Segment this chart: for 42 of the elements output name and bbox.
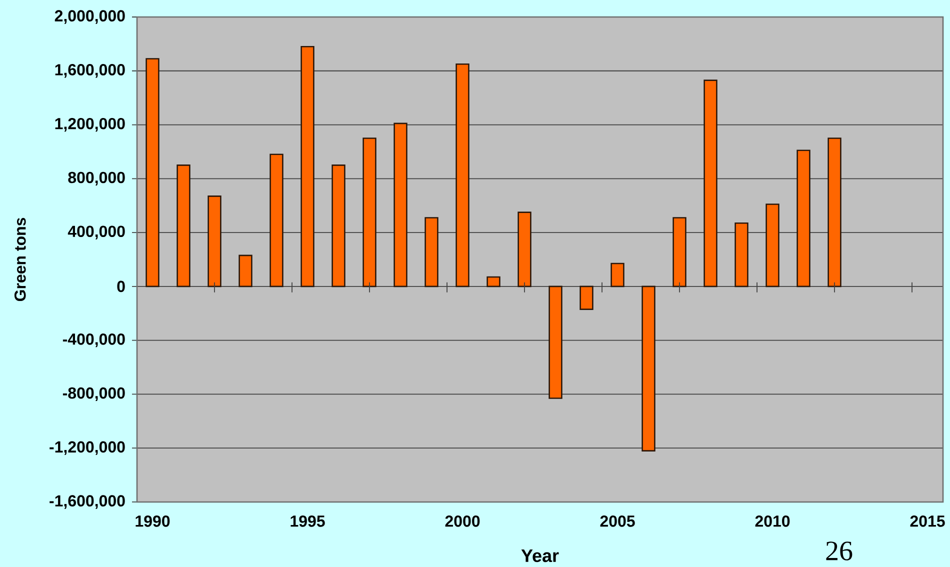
y-axis-title: Green tons [14,218,26,302]
y-tick-label: -1,200,000 [50,441,125,455]
x-tick-label: 2000 [445,516,480,527]
bar [642,286,656,452]
x-axis-title: Year [521,550,559,562]
bar [332,164,346,288]
bar [208,196,222,288]
y-tick-label: 1,200,000 [55,118,125,132]
text: 26 [826,542,852,560]
y-tick-label: 400,000 [68,226,125,240]
bar [704,80,718,288]
bar [518,212,532,288]
bar [610,262,624,288]
bar [672,217,686,288]
x-tick-label: 2015 [910,516,945,527]
bar [424,217,438,288]
bar [796,150,810,288]
bar [580,286,594,310]
bar [456,63,470,288]
x-tick-label: 2005 [600,516,635,527]
y-tick-label: -1,600,000 [50,495,125,509]
y-tick-label: 0 [117,280,125,292]
bar [146,58,160,288]
bar [828,138,842,288]
x-tick-label: 2010 [755,516,790,527]
y-tick-label: 1,600,000 [55,64,125,78]
bar [300,46,314,288]
bar [486,276,500,288]
y-tick-label: -800,000 [62,387,125,402]
bar [548,286,562,399]
bar [362,138,376,288]
x-tick-label: 1990 [136,516,170,527]
x-tick-label: 1995 [290,516,325,527]
bar [176,164,190,288]
bar [238,254,252,288]
y-tick-label: 2,000,000 [54,10,125,24]
bar [766,204,780,288]
bar [734,222,748,288]
y-tick-label: -400,000 [62,333,125,348]
y-tick-label: 800,000 [68,172,125,186]
bar [270,154,284,288]
bar [394,122,408,288]
